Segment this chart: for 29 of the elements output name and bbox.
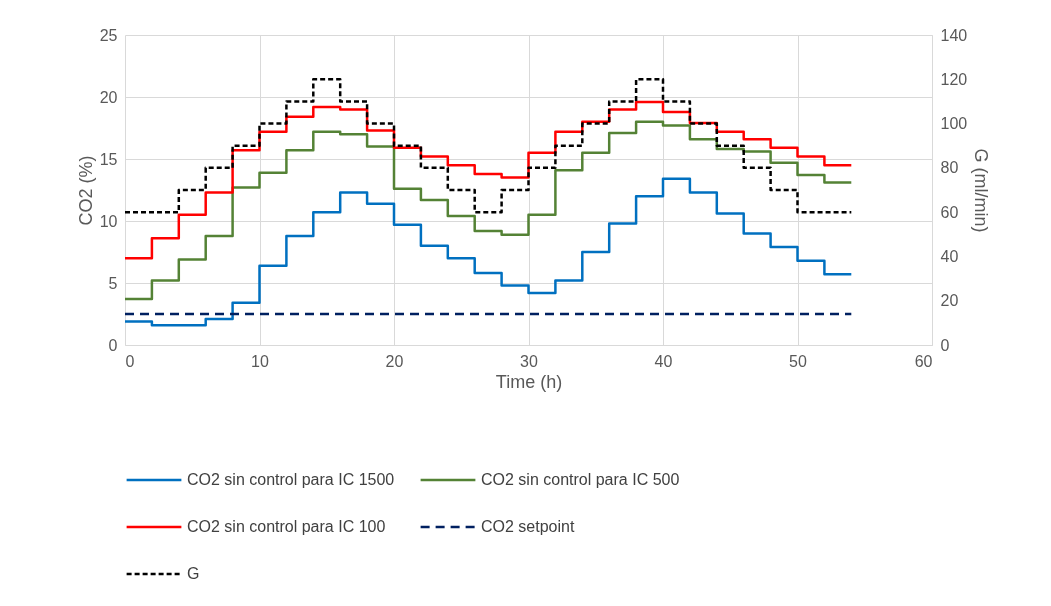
x-tick-label: 0 [125, 352, 135, 370]
y-tick-label: 10 [99, 212, 118, 230]
y2-tick-label: 60 [940, 203, 959, 221]
x-tick-label: 30 [520, 352, 538, 370]
y2-tick-label: 80 [940, 159, 959, 177]
y2-tick-label: 100 [940, 115, 968, 133]
y-tick-label: 5 [108, 274, 118, 292]
y-axis-title: CO2 (%) [75, 155, 96, 226]
y2-tick-label: 120 [940, 70, 968, 88]
legend-label: G [187, 565, 200, 582]
y2-tick-label: 20 [940, 292, 959, 310]
y-tick-label: 25 [99, 26, 118, 44]
legend-label: CO2 sin control para IC 100 [187, 518, 386, 535]
legend-label: CO2 setpoint [481, 518, 575, 535]
y2-axis-title: G (ml/min) [971, 148, 992, 233]
legend-label: CO2 sin control para IC 500 [481, 471, 680, 488]
legend-label: CO2 sin control para IC 1500 [187, 471, 395, 488]
x-tick-label: 60 [914, 352, 933, 370]
x-tick-label: 20 [385, 352, 404, 370]
x-tick-label: 10 [251, 352, 269, 370]
x-tick-label: 50 [789, 352, 807, 370]
y2-tick-label: 140 [940, 26, 968, 44]
x-axis-title: Time (h) [495, 371, 563, 392]
y2-tick-label: 40 [940, 247, 959, 265]
x-tick-label: 40 [654, 352, 673, 370]
y-tick-label: 0 [108, 336, 118, 354]
y-tick-label: 20 [99, 88, 118, 106]
y-tick-label: 15 [99, 150, 118, 168]
y2-tick-label: 0 [940, 336, 950, 354]
